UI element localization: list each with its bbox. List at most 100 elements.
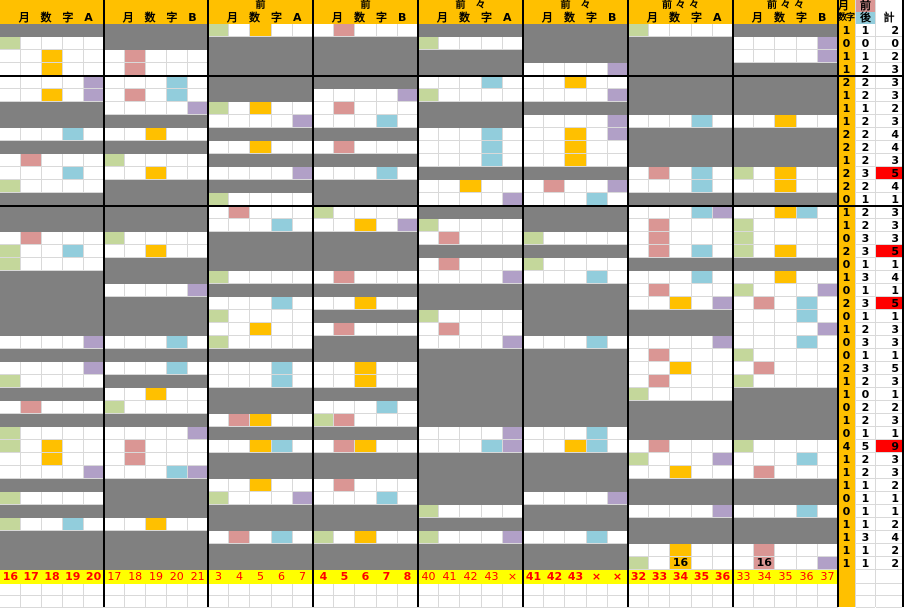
grid-cell[interactable] — [712, 128, 733, 141]
grid-cell[interactable] — [817, 375, 839, 388]
grid-cell[interactable] — [460, 128, 482, 141]
grid-cell[interactable] — [481, 388, 502, 401]
grid-cell[interactable] — [607, 258, 629, 271]
grid-cell[interactable] — [208, 349, 229, 362]
grid-cell[interactable] — [691, 206, 713, 219]
grid-cell[interactable] — [125, 219, 146, 232]
grid-cell[interactable] — [355, 232, 376, 245]
grid-cell[interactable] — [271, 37, 292, 50]
grid-cell[interactable] — [292, 128, 313, 141]
empty-cell[interactable] — [84, 596, 104, 608]
grid-cell[interactable] — [712, 401, 733, 414]
grid-cell[interactable] — [188, 336, 208, 349]
empty-cell[interactable] — [796, 596, 818, 608]
grid-cell[interactable] — [187, 141, 208, 154]
grid-cell[interactable] — [84, 518, 104, 531]
grid-cell[interactable] — [460, 154, 482, 167]
grid-cell[interactable] — [796, 284, 818, 297]
grid-cell[interactable] — [754, 206, 776, 219]
grid-cell[interactable] — [271, 310, 293, 323]
grid-cell[interactable] — [271, 232, 292, 245]
grid-cell[interactable] — [0, 401, 21, 414]
grid-cell[interactable] — [565, 24, 586, 37]
grid-cell[interactable] — [83, 115, 104, 128]
grid-cell[interactable] — [712, 323, 733, 336]
grid-cell[interactable] — [733, 128, 754, 141]
grid-cell[interactable] — [418, 492, 439, 505]
grid-cell[interactable] — [250, 50, 271, 63]
empty-cell[interactable] — [334, 584, 356, 596]
grid-cell[interactable] — [21, 258, 42, 271]
grid-cell[interactable] — [188, 453, 208, 466]
grid-cell[interactable] — [397, 557, 418, 570]
grid-cell[interactable] — [586, 76, 608, 89]
grid-cell[interactable] — [229, 323, 251, 336]
grid-cell[interactable] — [334, 258, 355, 271]
grid-cell[interactable] — [754, 271, 776, 284]
grid-cell[interactable] — [796, 24, 817, 37]
grid-cell[interactable] — [670, 427, 691, 440]
grid-cell[interactable] — [523, 232, 545, 245]
grid-cell[interactable] — [733, 336, 755, 349]
grid-cell[interactable] — [586, 362, 607, 375]
grid-cell[interactable] — [397, 24, 419, 37]
grid-cell[interactable] — [63, 518, 84, 531]
empty-cell[interactable] — [733, 596, 755, 608]
grid-cell[interactable] — [376, 167, 398, 180]
grid-cell[interactable] — [146, 232, 167, 245]
grid-cell[interactable] — [481, 128, 503, 141]
grid-cell[interactable] — [607, 50, 628, 63]
grid-cell[interactable] — [817, 50, 839, 63]
grid-cell[interactable] — [21, 284, 42, 297]
grid-cell[interactable] — [817, 557, 839, 570]
grid-cell[interactable] — [817, 440, 839, 453]
grid-cell[interactable] — [775, 466, 797, 479]
grid-cell[interactable] — [104, 50, 125, 63]
grid-cell[interactable] — [250, 336, 272, 349]
grid-cell[interactable] — [313, 297, 335, 310]
grid-cell[interactable] — [229, 102, 251, 115]
grid-cell[interactable] — [481, 24, 502, 37]
grid-cell[interactable] — [649, 414, 670, 427]
grid-cell[interactable] — [313, 531, 335, 544]
grid-cell[interactable] — [502, 531, 524, 544]
grid-cell[interactable] — [208, 50, 229, 63]
grid-cell[interactable] — [146, 414, 167, 427]
grid-cell[interactable] — [208, 128, 229, 141]
grid-cell[interactable] — [712, 76, 733, 89]
grid-cell[interactable] — [292, 141, 314, 154]
grid-cell[interactable] — [733, 154, 754, 167]
grid-cell[interactable] — [292, 115, 314, 128]
grid-cell[interactable] — [397, 219, 419, 232]
grid-cell[interactable] — [649, 531, 670, 544]
grid-cell[interactable] — [544, 232, 566, 245]
grid-cell[interactable] — [460, 310, 482, 323]
grid-cell[interactable] — [670, 505, 692, 518]
grid-cell[interactable] — [0, 492, 21, 505]
grid-cell[interactable] — [355, 206, 377, 219]
grid-cell[interactable] — [313, 50, 334, 63]
grid-cell[interactable] — [544, 310, 565, 323]
empty-cell[interactable] — [817, 596, 839, 608]
grid-cell[interactable] — [229, 271, 251, 284]
grid-cell[interactable] — [628, 297, 650, 310]
grid-cell[interactable] — [460, 388, 481, 401]
grid-cell[interactable] — [796, 37, 818, 50]
grid-cell[interactable] — [586, 37, 607, 50]
empty-cell[interactable] — [208, 596, 230, 608]
grid-cell[interactable] — [146, 440, 167, 453]
grid-cell[interactable] — [628, 180, 650, 193]
grid-cell[interactable] — [565, 453, 586, 466]
grid-cell[interactable] — [313, 115, 335, 128]
empty-cell[interactable] — [439, 596, 461, 608]
grid-cell[interactable] — [21, 427, 42, 440]
grid-cell[interactable] — [712, 37, 733, 50]
grid-cell[interactable] — [796, 349, 818, 362]
grid-cell[interactable] — [397, 388, 418, 401]
grid-cell[interactable] — [84, 89, 104, 102]
empty-cell[interactable] — [355, 596, 377, 608]
grid-cell[interactable] — [502, 440, 524, 453]
grid-cell[interactable] — [397, 440, 419, 453]
grid-cell[interactable] — [125, 518, 146, 531]
grid-cell[interactable] — [544, 544, 565, 557]
